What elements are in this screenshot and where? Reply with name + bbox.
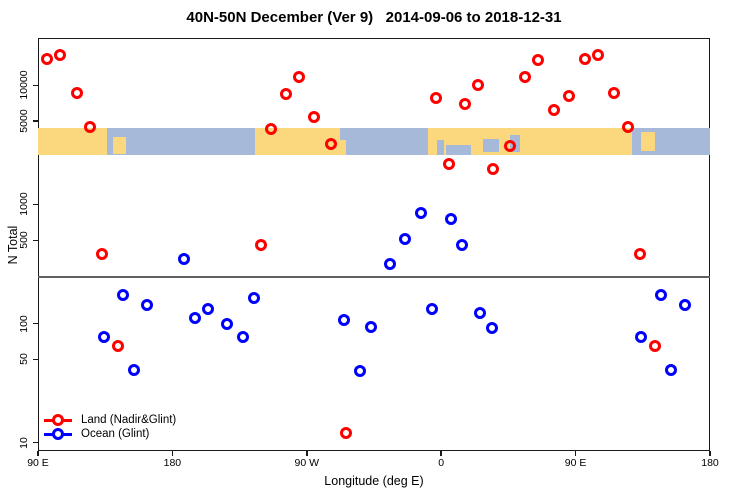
legend-label-land: Land (Nadir&Glint) — [81, 414, 177, 426]
data-point-ocean — [678, 299, 691, 312]
land-marker-icon — [44, 413, 72, 427]
data-point-ocean — [399, 233, 412, 246]
data-point-ocean — [117, 288, 130, 301]
data-point-ocean — [202, 303, 215, 316]
data-point-ocean — [654, 288, 667, 301]
legend-item-land: Land (Nadir&Glint) — [44, 413, 176, 427]
x-axis-tick — [37, 451, 39, 456]
data-point-ocean — [444, 213, 457, 226]
map-band-ocean-patch — [436, 140, 445, 156]
x-tick-label: 180 — [163, 457, 182, 469]
data-point-ocean — [247, 291, 260, 304]
legend: Land (Nadir&Glint) Ocean (Glint) — [44, 413, 176, 441]
x-tick-label: 0 — [438, 457, 445, 469]
data-point-ocean — [338, 314, 351, 327]
data-point-land — [339, 427, 352, 440]
data-point-land — [442, 157, 455, 170]
y-tick-label: 100 — [18, 314, 30, 333]
map-band-land-segment — [113, 137, 127, 154]
data-point-land — [324, 138, 337, 151]
data-point-ocean — [383, 258, 396, 271]
data-point-ocean — [365, 320, 377, 333]
data-point-ocean — [485, 321, 498, 334]
map-band-land-segment — [38, 127, 108, 156]
data-point-ocean — [188, 312, 201, 325]
x-axis-tick — [574, 451, 577, 456]
ocean-marker-icon — [44, 427, 72, 441]
data-point-ocean — [220, 318, 233, 331]
data-point-land — [111, 339, 124, 352]
data-point-ocean — [426, 303, 439, 316]
data-point-land — [254, 238, 267, 251]
x-axis-tick — [709, 451, 711, 456]
data-point-land — [649, 339, 662, 352]
x-tick-label: 180 — [701, 457, 719, 469]
data-point-land — [486, 162, 499, 175]
data-point-land — [429, 91, 442, 104]
data-point-land — [293, 70, 306, 83]
y-axis-tick — [33, 120, 38, 122]
y-axis-tick — [33, 441, 38, 444]
data-point-land — [54, 48, 67, 61]
y-axis-tick — [33, 358, 38, 361]
y-tick-label: 10000 — [18, 70, 30, 100]
y-axis-tick — [33, 84, 38, 87]
data-point-land — [70, 86, 83, 99]
x-tick-label: 90 E — [564, 457, 587, 469]
x-axis-tick — [171, 451, 174, 456]
map-band-land-segment — [641, 131, 655, 151]
threshold-line — [38, 276, 710, 278]
data-point-land — [547, 104, 560, 117]
data-point-land — [471, 79, 484, 92]
plot-area — [38, 38, 710, 451]
data-point-land — [279, 87, 292, 100]
x-tick-label: 90 W — [294, 457, 320, 469]
data-point-ocean — [127, 363, 140, 376]
data-point-ocean — [353, 364, 366, 377]
legend-item-ocean: Ocean (Glint) — [44, 427, 176, 441]
y-axis-tick — [33, 239, 38, 242]
data-point-ocean — [236, 331, 249, 344]
y-axis-tick — [33, 322, 38, 325]
data-point-land — [503, 139, 516, 152]
world-map-band — [38, 127, 710, 156]
data-point-ocean — [665, 363, 678, 376]
data-point-land — [592, 48, 604, 61]
y-axis-tick — [33, 203, 38, 206]
data-point-land — [308, 111, 321, 124]
map-band-ocean-patch — [340, 127, 346, 141]
data-point-land — [633, 247, 646, 260]
data-point-land — [532, 54, 545, 67]
legend-label-ocean: Ocean (Glint) — [81, 428, 150, 440]
data-point-land — [518, 70, 531, 83]
data-point-ocean — [415, 207, 428, 220]
data-point-land — [96, 247, 109, 260]
y-tick-label: 10 — [18, 436, 30, 449]
x-tick-label: 90 E — [27, 457, 49, 469]
x-axis-tick — [440, 451, 442, 456]
y-tick-label: 1000 — [18, 192, 30, 217]
data-point-ocean — [141, 299, 153, 312]
data-point-ocean — [635, 331, 648, 344]
data-point-ocean — [456, 238, 469, 251]
data-point-ocean — [474, 307, 487, 320]
data-point-land — [84, 121, 97, 134]
data-point-land — [621, 121, 634, 134]
data-point-land — [40, 53, 53, 66]
data-point-land — [459, 97, 472, 110]
map-band-ocean-patch — [483, 138, 500, 153]
data-point-land — [608, 86, 621, 99]
data-point-land — [578, 53, 591, 66]
x-axis-title: Longitude (deg E) — [324, 474, 424, 488]
x-axis-tick — [306, 451, 308, 456]
data-point-ocean — [97, 331, 110, 344]
map-band-ocean-patch — [445, 144, 472, 156]
chart-title: 40N-50N December (Ver 9) 2014-09-06 to 2… — [186, 9, 562, 26]
data-point-land — [264, 123, 277, 136]
data-point-land — [562, 89, 575, 102]
data-point-ocean — [178, 252, 191, 265]
